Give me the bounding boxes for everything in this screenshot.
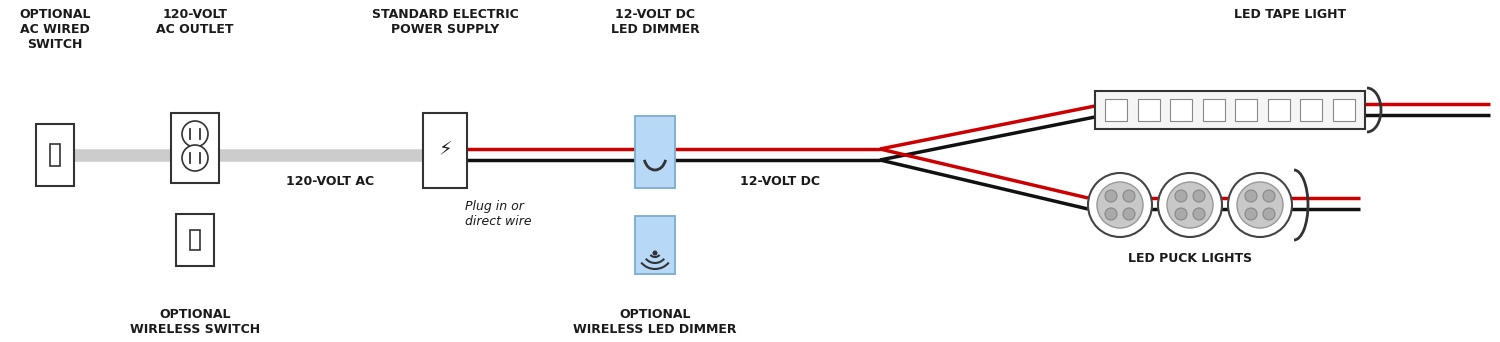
Text: OPTIONAL
WIRELESS LED DIMMER: OPTIONAL WIRELESS LED DIMMER [573, 308, 736, 336]
Circle shape [1124, 208, 1136, 220]
Circle shape [1167, 182, 1214, 228]
FancyBboxPatch shape [171, 113, 219, 183]
FancyBboxPatch shape [1300, 99, 1323, 121]
FancyBboxPatch shape [176, 214, 214, 266]
Text: 120-VOLT
AC OUTLET: 120-VOLT AC OUTLET [156, 8, 234, 36]
FancyBboxPatch shape [1095, 91, 1365, 129]
FancyBboxPatch shape [634, 116, 675, 188]
FancyBboxPatch shape [423, 113, 466, 187]
Text: 12-VOLT DC: 12-VOLT DC [740, 175, 821, 188]
Text: 12-VOLT DC
LED DIMMER: 12-VOLT DC LED DIMMER [610, 8, 699, 36]
Circle shape [1263, 208, 1275, 220]
Circle shape [1238, 182, 1282, 228]
FancyBboxPatch shape [1236, 99, 1257, 121]
FancyBboxPatch shape [50, 144, 60, 166]
Text: ⚡: ⚡ [438, 141, 452, 159]
Circle shape [182, 121, 209, 147]
Circle shape [1088, 173, 1152, 237]
Circle shape [1158, 173, 1222, 237]
Circle shape [1124, 190, 1136, 202]
Circle shape [1245, 190, 1257, 202]
Circle shape [182, 145, 209, 171]
Circle shape [1228, 173, 1292, 237]
Circle shape [1263, 190, 1275, 202]
Circle shape [1192, 208, 1204, 220]
FancyBboxPatch shape [1268, 99, 1290, 121]
Circle shape [1106, 208, 1118, 220]
Text: OPTIONAL
AC WIRED
SWITCH: OPTIONAL AC WIRED SWITCH [20, 8, 90, 51]
Circle shape [652, 250, 657, 255]
FancyBboxPatch shape [1203, 99, 1224, 121]
Circle shape [1245, 208, 1257, 220]
Text: LED PUCK LIGHTS: LED PUCK LIGHTS [1128, 252, 1252, 265]
FancyBboxPatch shape [634, 216, 675, 274]
Text: 120-VOLT AC: 120-VOLT AC [286, 175, 374, 188]
Text: OPTIONAL
WIRELESS SWITCH: OPTIONAL WIRELESS SWITCH [130, 308, 260, 336]
Text: LED TAPE LIGHT: LED TAPE LIGHT [1234, 8, 1346, 21]
FancyBboxPatch shape [1106, 99, 1126, 121]
Circle shape [1192, 190, 1204, 202]
Circle shape [1106, 190, 1118, 202]
Circle shape [1174, 208, 1186, 220]
FancyBboxPatch shape [1170, 99, 1192, 121]
Circle shape [1096, 182, 1143, 228]
FancyBboxPatch shape [1334, 99, 1354, 121]
FancyBboxPatch shape [36, 124, 74, 186]
Circle shape [1174, 190, 1186, 202]
FancyBboxPatch shape [190, 230, 200, 250]
Text: Plug in or
direct wire: Plug in or direct wire [465, 200, 531, 228]
FancyBboxPatch shape [1137, 99, 1160, 121]
Text: STANDARD ELECTRIC
POWER SUPPLY: STANDARD ELECTRIC POWER SUPPLY [372, 8, 519, 36]
